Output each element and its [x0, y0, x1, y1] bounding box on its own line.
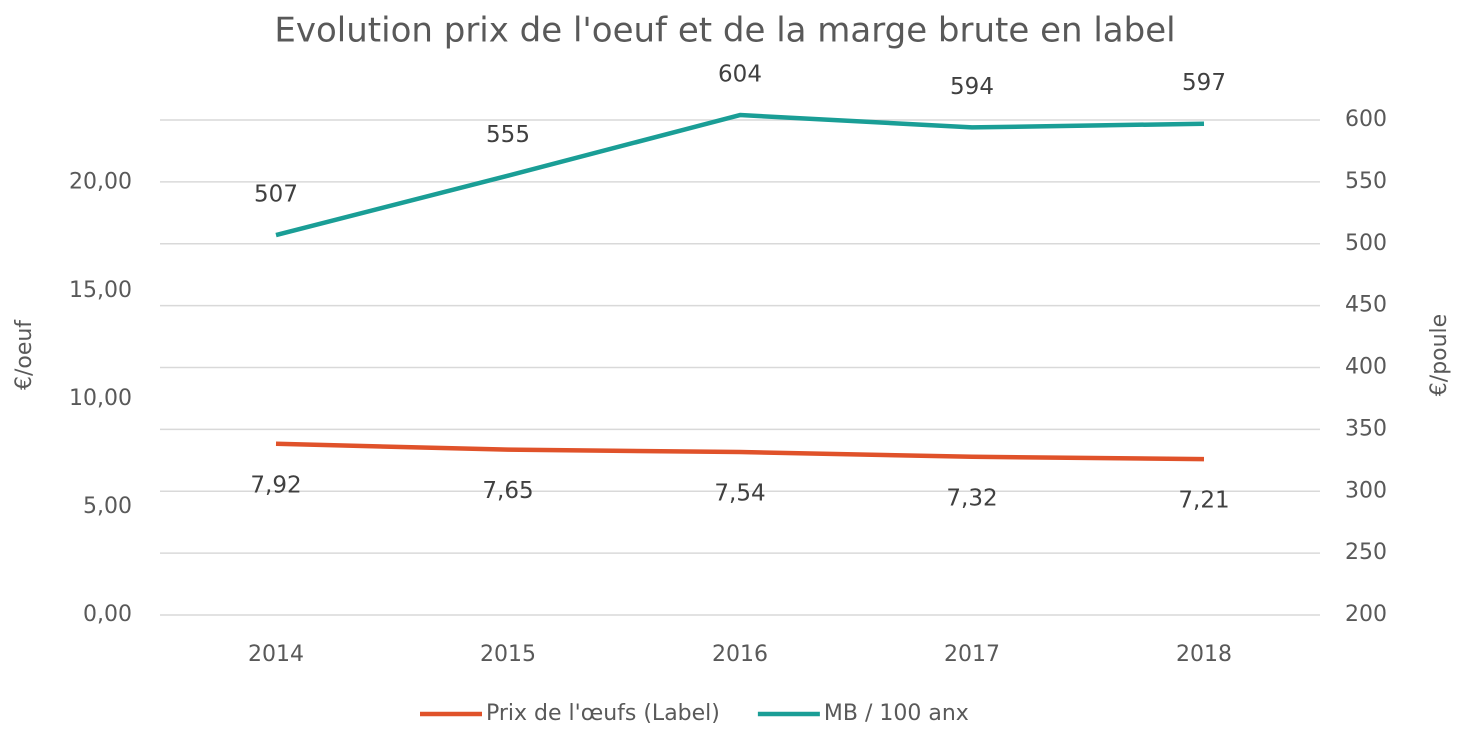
data-label: 7,21: [1178, 488, 1229, 514]
x-tick-label: 2016: [712, 642, 768, 667]
data-label: 7,32: [946, 485, 997, 511]
y2-tick-label: 450: [1345, 293, 1387, 318]
y-axis-title: €/oeuf: [12, 319, 37, 390]
y2-axis-title: €/poule: [1427, 314, 1452, 396]
data-label: 594: [950, 74, 994, 100]
y-tick-label: 5,00: [83, 494, 132, 519]
x-tick-label: 2017: [944, 642, 1000, 667]
y2-tick-label: 500: [1345, 231, 1387, 256]
y2-tick-label: 550: [1345, 169, 1387, 194]
data-label: 7,92: [250, 472, 301, 498]
y-tick-label: 0,00: [83, 602, 132, 627]
legend-label: MB / 100 anx: [824, 701, 969, 726]
legend-label: Prix de l'œufs (Label): [486, 701, 720, 726]
y2-tick-label: 300: [1345, 478, 1387, 503]
y2-tick-label: 200: [1345, 602, 1387, 627]
x-tick-label: 2018: [1176, 642, 1232, 667]
data-label: 555: [486, 122, 530, 148]
data-line: [275, 441, 1205, 462]
x-tick-label: 2015: [480, 642, 536, 667]
data-label: 7,54: [714, 481, 765, 507]
y-tick-label: 20,00: [69, 170, 132, 195]
y2-tick-label: 600: [1345, 107, 1387, 132]
data-label: 597: [1182, 70, 1226, 96]
y2-tick-label: 400: [1345, 355, 1387, 380]
data-line: [275, 112, 1205, 238]
data-label: 7,65: [482, 478, 533, 504]
y2-tick-label: 350: [1345, 416, 1387, 441]
chart-title: Evolution prix de l'oeuf et de la marge …: [274, 11, 1175, 51]
y-tick-label: 10,00: [69, 386, 132, 411]
data-label: 604: [718, 62, 762, 88]
x-tick-label: 2014: [248, 642, 304, 667]
y2-tick-label: 250: [1345, 540, 1387, 565]
y-tick-label: 15,00: [69, 278, 132, 303]
data-label: 507: [254, 182, 298, 208]
